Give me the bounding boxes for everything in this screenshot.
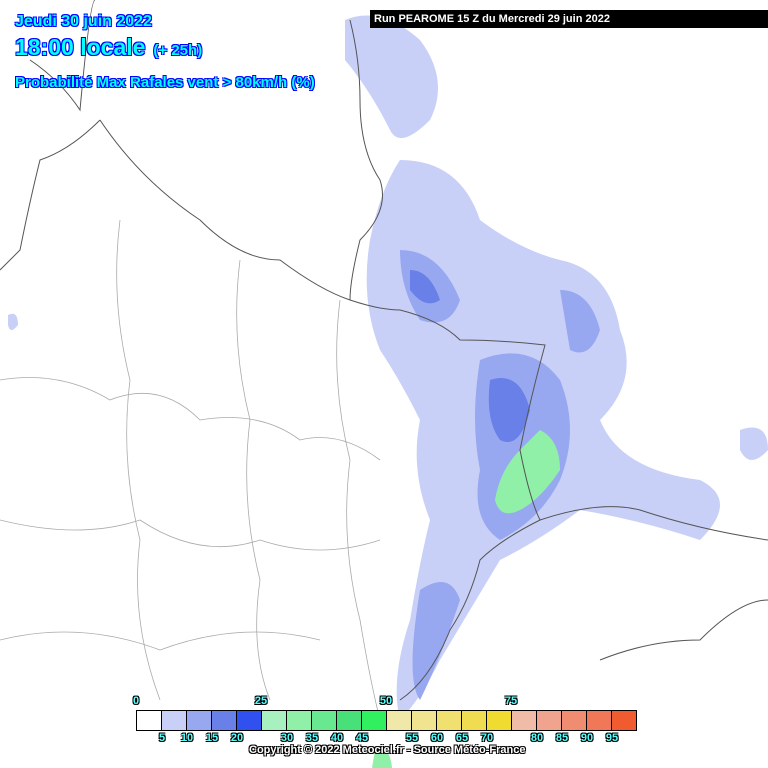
- local-time: 18:00 locale: [15, 34, 146, 60]
- legend-swatch: [337, 711, 362, 730]
- country-border: [349, 19, 383, 301]
- legend-swatch: [587, 711, 612, 730]
- legend-bottom-label: 30: [280, 732, 294, 744]
- prob-area-green: [372, 749, 392, 768]
- legend-swatch: [562, 711, 587, 730]
- legend-bottom-label: 55: [405, 732, 419, 744]
- color-legend: [136, 710, 637, 731]
- legend-swatch: [287, 711, 312, 730]
- legend-bottom-label: 5: [158, 732, 166, 744]
- coastline: [0, 119, 101, 271]
- legend-bottom-label: 10: [180, 732, 194, 744]
- legend-bottom-label: 95: [605, 732, 619, 744]
- probability-areas: [8, 15, 768, 768]
- prob-area-mid: [560, 290, 600, 353]
- copyright: Copyright © 2022 Meteociel.fr - Source M…: [249, 744, 526, 756]
- country-border: [599, 599, 768, 661]
- legend-bottom-label: 15: [205, 732, 219, 744]
- forecast-date: Jeudi 30 juin 2022: [15, 13, 152, 30]
- prob-area-mid: [412, 582, 460, 700]
- forecast-time: 18:00 locale (+ 25h): [15, 34, 202, 61]
- legend-swatch: [462, 711, 487, 730]
- legend-bottom-label: 90: [580, 732, 594, 744]
- parameter-title: Probabilité Max Rafales vent > 80km/h (%…: [15, 74, 315, 91]
- legend-bottom-label: 20: [230, 732, 244, 744]
- prob-area-strong: [410, 270, 440, 304]
- prob-area-light: [740, 427, 768, 460]
- legend-swatch: [312, 711, 337, 730]
- regional-borders: [0, 219, 381, 721]
- legend-bottom-label: 80: [530, 732, 544, 744]
- legend-swatch: [137, 711, 162, 730]
- legend-swatch: [487, 711, 512, 730]
- legend-swatch: [612, 711, 636, 730]
- legend-bottom-label: 35: [305, 732, 319, 744]
- borders: [0, 0, 768, 701]
- legend-swatch: [437, 711, 462, 730]
- legend-swatch: [387, 711, 412, 730]
- prob-area-strong: [488, 378, 530, 442]
- prob-area-green: [495, 430, 560, 514]
- legend-swatch: [162, 711, 187, 730]
- legend-top-label: 0: [132, 695, 140, 707]
- legend-swatch: [262, 711, 287, 730]
- legend-bottom-label: 40: [330, 732, 344, 744]
- country-border: [539, 506, 768, 541]
- lead-time: (+ 25h): [153, 42, 203, 59]
- country-border: [99, 119, 546, 701]
- legend-bottom-label: 45: [355, 732, 369, 744]
- legend-swatch: [237, 711, 262, 730]
- legend-bottom-label: 85: [555, 732, 569, 744]
- legend-swatch: [412, 711, 437, 730]
- prob-area-light: [8, 313, 18, 330]
- legend-top-label: 75: [504, 695, 518, 707]
- legend-top-label: 25: [254, 695, 268, 707]
- legend-top-label: 50: [379, 695, 393, 707]
- legend-bottom-label: 60: [430, 732, 444, 744]
- run-label: Run PEAROME 15 Z du Mercredi 29 juin 202…: [370, 10, 768, 28]
- legend-bottom-label: 70: [480, 732, 494, 744]
- legend-swatch: [512, 711, 537, 730]
- legend-swatch: [187, 711, 212, 730]
- legend-bottom-label: 65: [455, 732, 469, 744]
- legend-swatch: [212, 711, 237, 730]
- legend-swatch: [362, 711, 387, 730]
- legend-swatch: [537, 711, 562, 730]
- coastline: [29, 0, 96, 112]
- prob-area-light: [345, 15, 438, 138]
